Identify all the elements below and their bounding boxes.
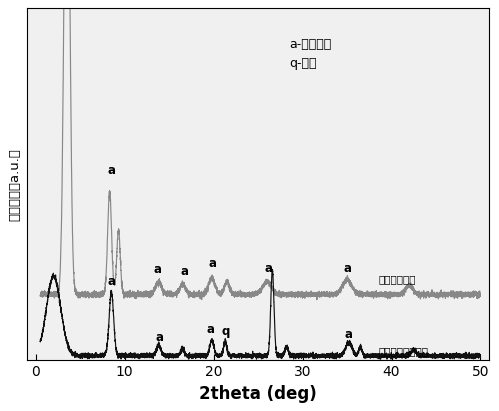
Text: a: a [344, 262, 352, 275]
Text: q: q [222, 325, 231, 338]
Text: a: a [154, 263, 162, 276]
X-axis label: 2theta (deg): 2theta (deg) [199, 385, 317, 403]
Text: 纳米凹凸棒石: 纳米凹凸棒石 [378, 275, 416, 285]
Text: a: a [107, 275, 115, 289]
Text: a: a [155, 331, 163, 344]
Text: a: a [107, 164, 115, 177]
Text: a: a [265, 262, 273, 275]
Text: a: a [209, 257, 217, 270]
Text: a: a [180, 265, 188, 278]
Text: a: a [207, 323, 215, 336]
Y-axis label: 相对强度（a.u.）: 相对强度（a.u.） [8, 148, 21, 221]
Text: a-凹凸棒石
q-石英: a-凹凸棒石 q-石英 [289, 38, 331, 70]
Text: 凹凸棒石黏土原矿: 凹凸棒石黏土原矿 [378, 346, 428, 356]
Text: a: a [345, 328, 353, 341]
